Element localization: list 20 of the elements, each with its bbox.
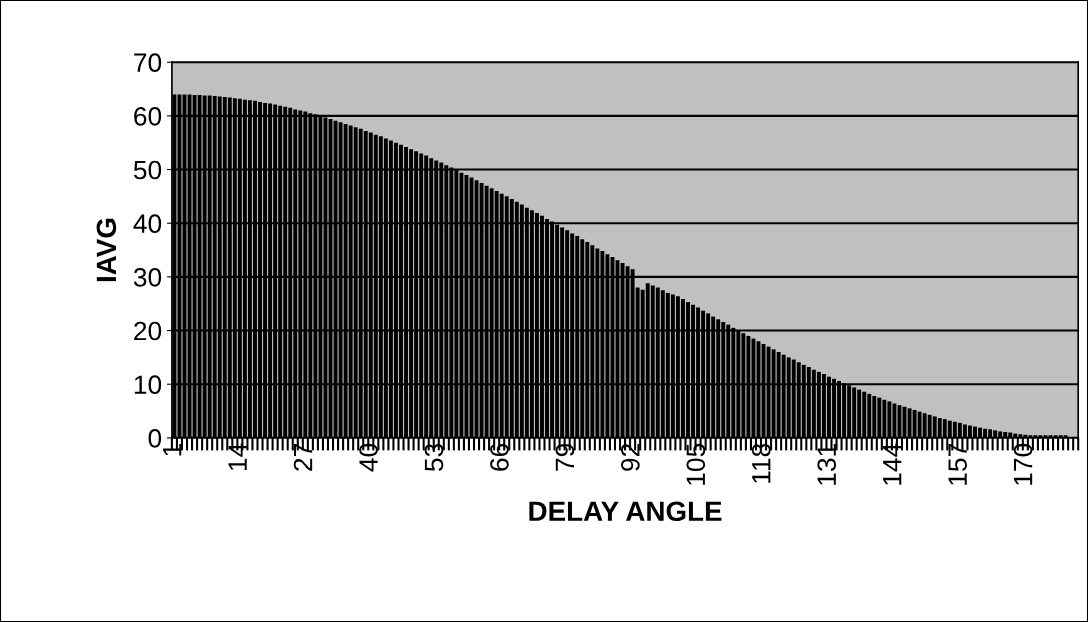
x-tick-label: 53 [424, 443, 444, 472]
y-axis-title: IAVG [96, 218, 117, 282]
y-tick-label: 20 [134, 321, 162, 341]
y-tick-label: 70 [134, 53, 162, 73]
x-tick-label: 170 [1013, 443, 1033, 485]
x-tick-label: 40 [359, 443, 378, 472]
x-tick-label: 157 [948, 444, 967, 485]
y-tick-label: 10 [134, 375, 162, 395]
y-tick-label: 30 [133, 268, 162, 287]
x-tick-label: 79 [555, 444, 575, 471]
x-tick-label: 131 [817, 444, 837, 485]
x-tick-label: 27 [293, 444, 313, 471]
x-tick-label: 66 [490, 443, 509, 471]
y-tick-label: 50 [133, 160, 162, 180]
x-tick-label: 105 [686, 443, 706, 485]
x-tick-label: 92 [621, 444, 640, 471]
x-axis-title: DELAY ANGLE [529, 501, 722, 522]
y-tick-label: 60 [134, 107, 162, 126]
y-tick-label: 0 [148, 429, 162, 448]
y-tick-label: 40 [133, 214, 162, 234]
